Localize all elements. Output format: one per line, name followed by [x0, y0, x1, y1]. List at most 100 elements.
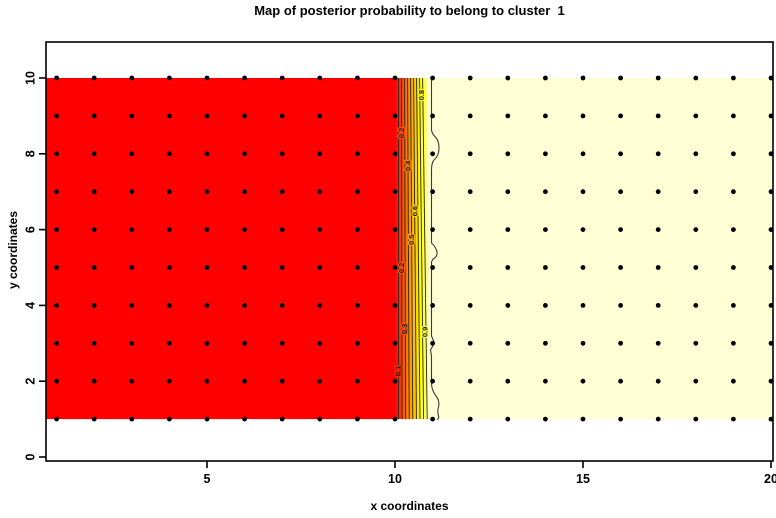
grid-dot: [430, 75, 435, 81]
grid-dot: [204, 113, 210, 119]
grid-dot: [693, 75, 699, 81]
grid-dot: [618, 340, 623, 346]
grid-dot: [618, 75, 623, 81]
grid-dot: [91, 416, 97, 422]
grid-dot: [430, 227, 435, 233]
grid-dot: [279, 227, 285, 233]
grid-dot: [129, 265, 135, 270]
grid-dot: [505, 151, 511, 157]
grid-dot: [467, 189, 473, 195]
grid-dot: [204, 340, 210, 346]
grid-dot: [693, 378, 699, 384]
grid-dot: [355, 189, 360, 195]
grid-dot: [355, 265, 360, 270]
grid-dot: [543, 227, 548, 233]
grid-dot: [317, 340, 323, 346]
grid-dot: [768, 340, 774, 346]
grid-dot: [655, 378, 661, 384]
grid-dot: [505, 340, 511, 346]
grid-dot: [204, 75, 210, 81]
x-tick-label: 15: [576, 472, 590, 486]
grid-dot: [618, 113, 623, 119]
grid-dot: [167, 189, 172, 195]
grid-dot: [580, 75, 586, 81]
grid-dot: [167, 303, 172, 308]
grid-dot: [768, 113, 774, 119]
plot-box: [45, 41, 774, 462]
grid-dot: [768, 303, 774, 308]
contour-label: 0.6: [410, 206, 419, 216]
grid-dot: [693, 151, 699, 157]
low-probability-region: [46, 78, 395, 420]
grid-dot: [392, 416, 398, 422]
x-tick-label: 20: [764, 472, 776, 486]
y-tick-label: 8: [23, 150, 37, 157]
grid-dot: [655, 113, 661, 119]
grid-dot: [355, 340, 360, 346]
grid-dot: [91, 303, 97, 308]
grid-dot: [279, 416, 285, 422]
grid-dot: [392, 265, 398, 270]
grid-dot: [543, 378, 548, 384]
grid-dot: [467, 416, 473, 422]
grid-dot: [543, 416, 548, 422]
grid-dot: [392, 227, 398, 233]
grid-dot: [167, 151, 172, 157]
grid-dot: [543, 113, 548, 119]
contour-label: 0.2: [397, 263, 406, 273]
grid-dot: [655, 75, 661, 81]
grid-dot: [467, 227, 473, 233]
contour-label: 0.1: [393, 366, 402, 376]
grid-dot: [731, 378, 736, 384]
grid-dot: [618, 227, 623, 233]
contour-line: [407, 77, 410, 420]
grid-dot: [543, 75, 548, 81]
grid-dot: [242, 265, 248, 270]
grid-dot: [204, 303, 210, 308]
grid-dot: [279, 265, 285, 270]
grid-dot: [543, 265, 548, 270]
grid-dot: [91, 113, 97, 119]
high-probability-region: [429, 78, 773, 420]
outer-contour-line: [429, 78, 440, 421]
grid-dot: [91, 75, 97, 81]
x-tick-label: 5: [204, 472, 211, 486]
x-tick-label: 10: [388, 472, 402, 486]
grid-dot: [317, 303, 323, 308]
grid-dot: [129, 227, 135, 233]
grid-dot: [129, 75, 135, 81]
grid-dot: [731, 113, 736, 119]
grid-dot: [54, 75, 59, 81]
grid-dot: [355, 378, 360, 384]
grid-dot: [167, 340, 172, 346]
grid-dot: [204, 378, 210, 384]
contour-label: 0.5: [407, 235, 416, 245]
grid-dot: [167, 416, 172, 422]
grid-dot: [543, 340, 548, 346]
grid-dot: [242, 189, 248, 195]
grid-dot: [655, 151, 661, 157]
contour-line: [416, 77, 421, 420]
grid-dot: [580, 378, 586, 384]
x-axis-label: x coordinates: [370, 499, 449, 513]
grid-dot: [768, 189, 774, 195]
grid-dot: [242, 416, 248, 422]
grid-dot: [242, 303, 248, 308]
y-tick-label: 6: [23, 226, 37, 233]
grid-dot: [580, 227, 586, 233]
grid-dot: [204, 227, 210, 233]
grid-dot: [655, 265, 661, 270]
grid-dot: [655, 303, 661, 308]
contour-label: 0.3: [400, 324, 409, 334]
grid-dot: [543, 303, 548, 308]
contour-line: [410, 77, 414, 420]
grid-dot: [129, 340, 135, 346]
grid-dot: [204, 416, 210, 422]
grid-dot: [467, 75, 473, 81]
y-tick-label: 2: [23, 378, 37, 385]
grid-dot: [392, 340, 398, 346]
grid-dot: [768, 227, 774, 233]
grid-dot: [167, 265, 172, 270]
grid-dot: [54, 378, 59, 384]
